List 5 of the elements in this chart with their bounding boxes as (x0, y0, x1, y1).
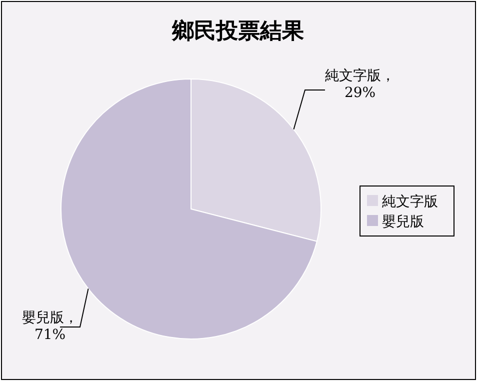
chart-title: 鄉民投票結果 (171, 18, 305, 44)
data-label: 嬰兒版，71% (22, 310, 78, 343)
data-label: 純文字版，29% (325, 68, 395, 101)
legend-label: 純文字版 (382, 194, 438, 210)
legend-label: 嬰兒版 (382, 214, 424, 230)
